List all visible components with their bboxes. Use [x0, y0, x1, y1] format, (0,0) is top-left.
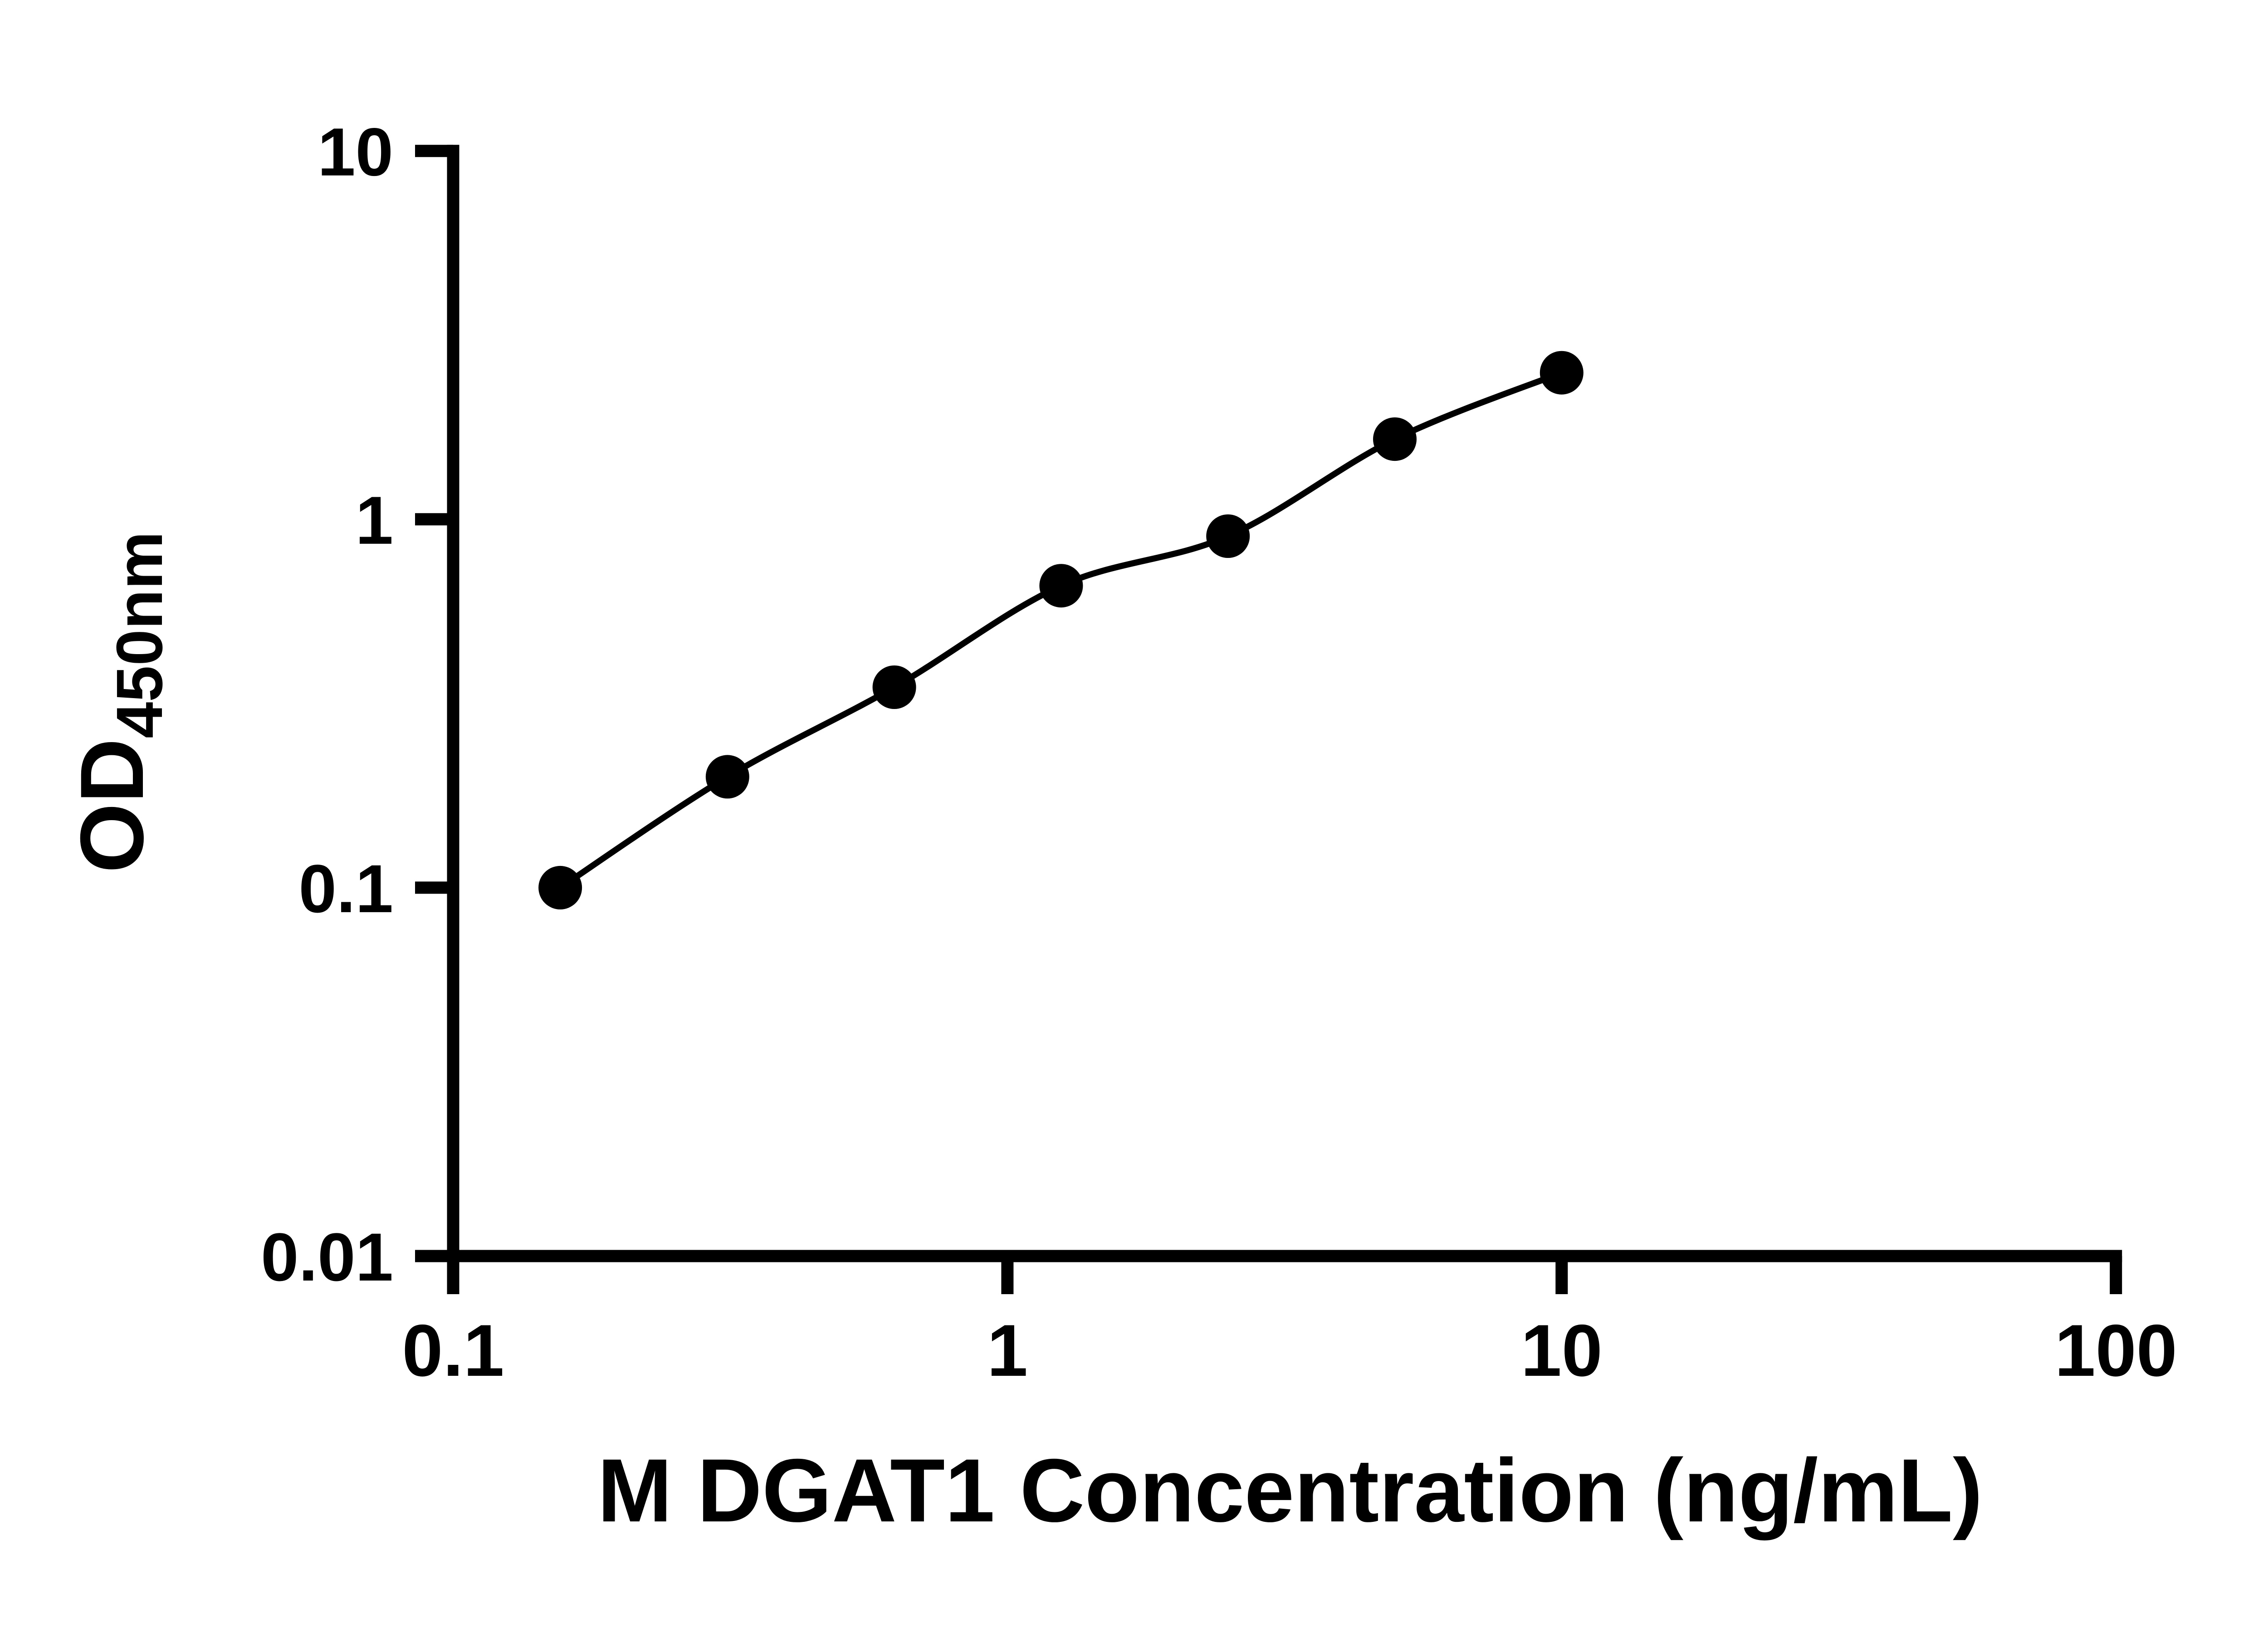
y-axis-title: OD450nm [62, 531, 176, 873]
y-axis-title-sub: 450nm [103, 531, 176, 738]
y-tick-label: 10 [318, 114, 393, 190]
data-point [1373, 417, 1417, 461]
x-tick-label: 100 [2055, 1310, 2177, 1392]
y-tick-label: 0.01 [261, 1219, 393, 1295]
x-axis: 0.1 1 10 100 [402, 1250, 2177, 1392]
data-point [1540, 351, 1584, 395]
y-tick-label: 1 [356, 482, 393, 558]
data-series [538, 351, 1584, 909]
y-axis-title-main: OD [62, 738, 162, 873]
y-tick-label: 0.1 [298, 851, 393, 927]
data-point [872, 665, 916, 709]
x-axis-title: M DGAT1 Concentration (ng/mL) [597, 1440, 1983, 1540]
data-point [1039, 564, 1083, 608]
x-tick-label: 10 [1521, 1310, 1603, 1392]
data-point [1206, 514, 1250, 558]
data-point [705, 755, 749, 799]
x-tick-label: 0.1 [402, 1310, 504, 1392]
data-point [538, 865, 582, 909]
x-tick-label: 1 [987, 1310, 1028, 1392]
y-axis: 0.01 0.1 1 10 [261, 114, 459, 1295]
